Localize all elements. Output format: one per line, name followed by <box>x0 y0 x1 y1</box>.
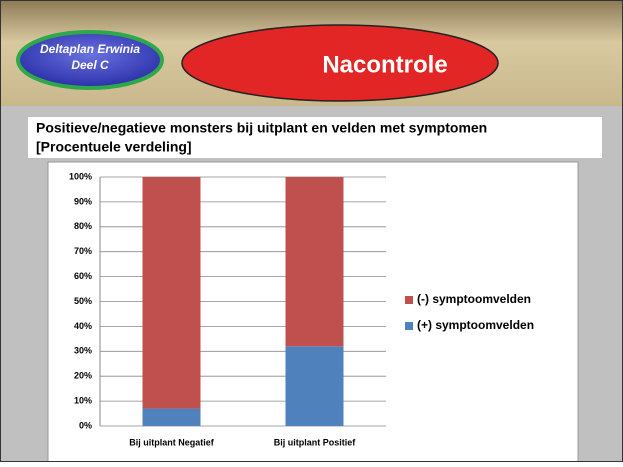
y-tick-label: 100% <box>69 171 92 181</box>
legend-swatch <box>405 322 413 330</box>
banner-text: Nacontrole <box>322 51 447 78</box>
x-tick-label: Bij uitplant Negatief <box>129 437 215 447</box>
chart-title: Positieve/negatieve monsters bij uitplan… <box>36 120 487 136</box>
y-tick-label: 30% <box>74 346 92 356</box>
badge-text: Deel C <box>71 58 109 72</box>
chart-subtitle: [Procentuele verdeling] <box>36 139 192 155</box>
legend-label: (-) symptoomvelden <box>417 292 531 306</box>
y-tick-label: 40% <box>74 321 92 331</box>
y-tick-label: 50% <box>74 296 92 306</box>
y-tick-label: 80% <box>74 221 92 231</box>
y-tick-label: 90% <box>74 196 92 206</box>
y-tick-label: 0% <box>79 420 92 430</box>
slide: Deltaplan Erwinia Deel C Nacontrole Posi… <box>0 0 623 462</box>
bar-segment <box>143 177 201 409</box>
bar-segment <box>286 346 344 426</box>
legend-label: (+) symptoomvelden <box>417 318 534 332</box>
y-tick-label: 20% <box>74 371 92 381</box>
y-tick-label: 10% <box>74 395 92 405</box>
x-tick-label: Bij uitplant Positief <box>274 437 357 447</box>
badge-text: Deltaplan Erwinia <box>40 42 140 56</box>
y-tick-label: 70% <box>74 246 92 256</box>
legend-swatch <box>405 296 413 304</box>
bar-segment <box>286 177 344 346</box>
y-tick-label: 60% <box>74 271 92 281</box>
bar-segment <box>143 409 201 426</box>
